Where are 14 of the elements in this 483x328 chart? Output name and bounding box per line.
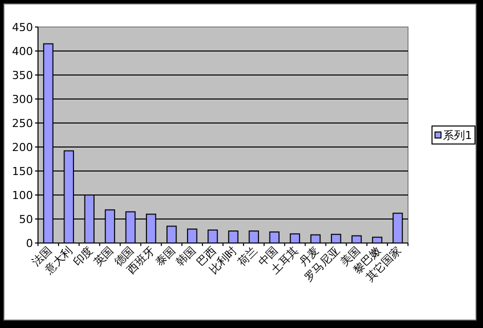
y-tick-label: 300 [12,93,33,106]
legend: 系列1 [432,126,476,144]
y-tick-label: 50 [19,213,33,226]
x-tick-label: 荷兰 [235,244,260,269]
legend-label: 系列1 [443,129,472,142]
y-tick-label: 250 [12,117,33,130]
y-tick-label: 150 [12,165,33,178]
y-tick-label: 350 [12,69,33,82]
y-tick-label: 400 [12,45,33,58]
x-tick-label: 英国 [91,244,116,269]
y-tick-label: 200 [12,141,33,154]
y-tick-label: 450 [12,21,33,34]
y-tick-label: 0 [26,237,33,250]
y-tick-label: 100 [12,189,33,202]
